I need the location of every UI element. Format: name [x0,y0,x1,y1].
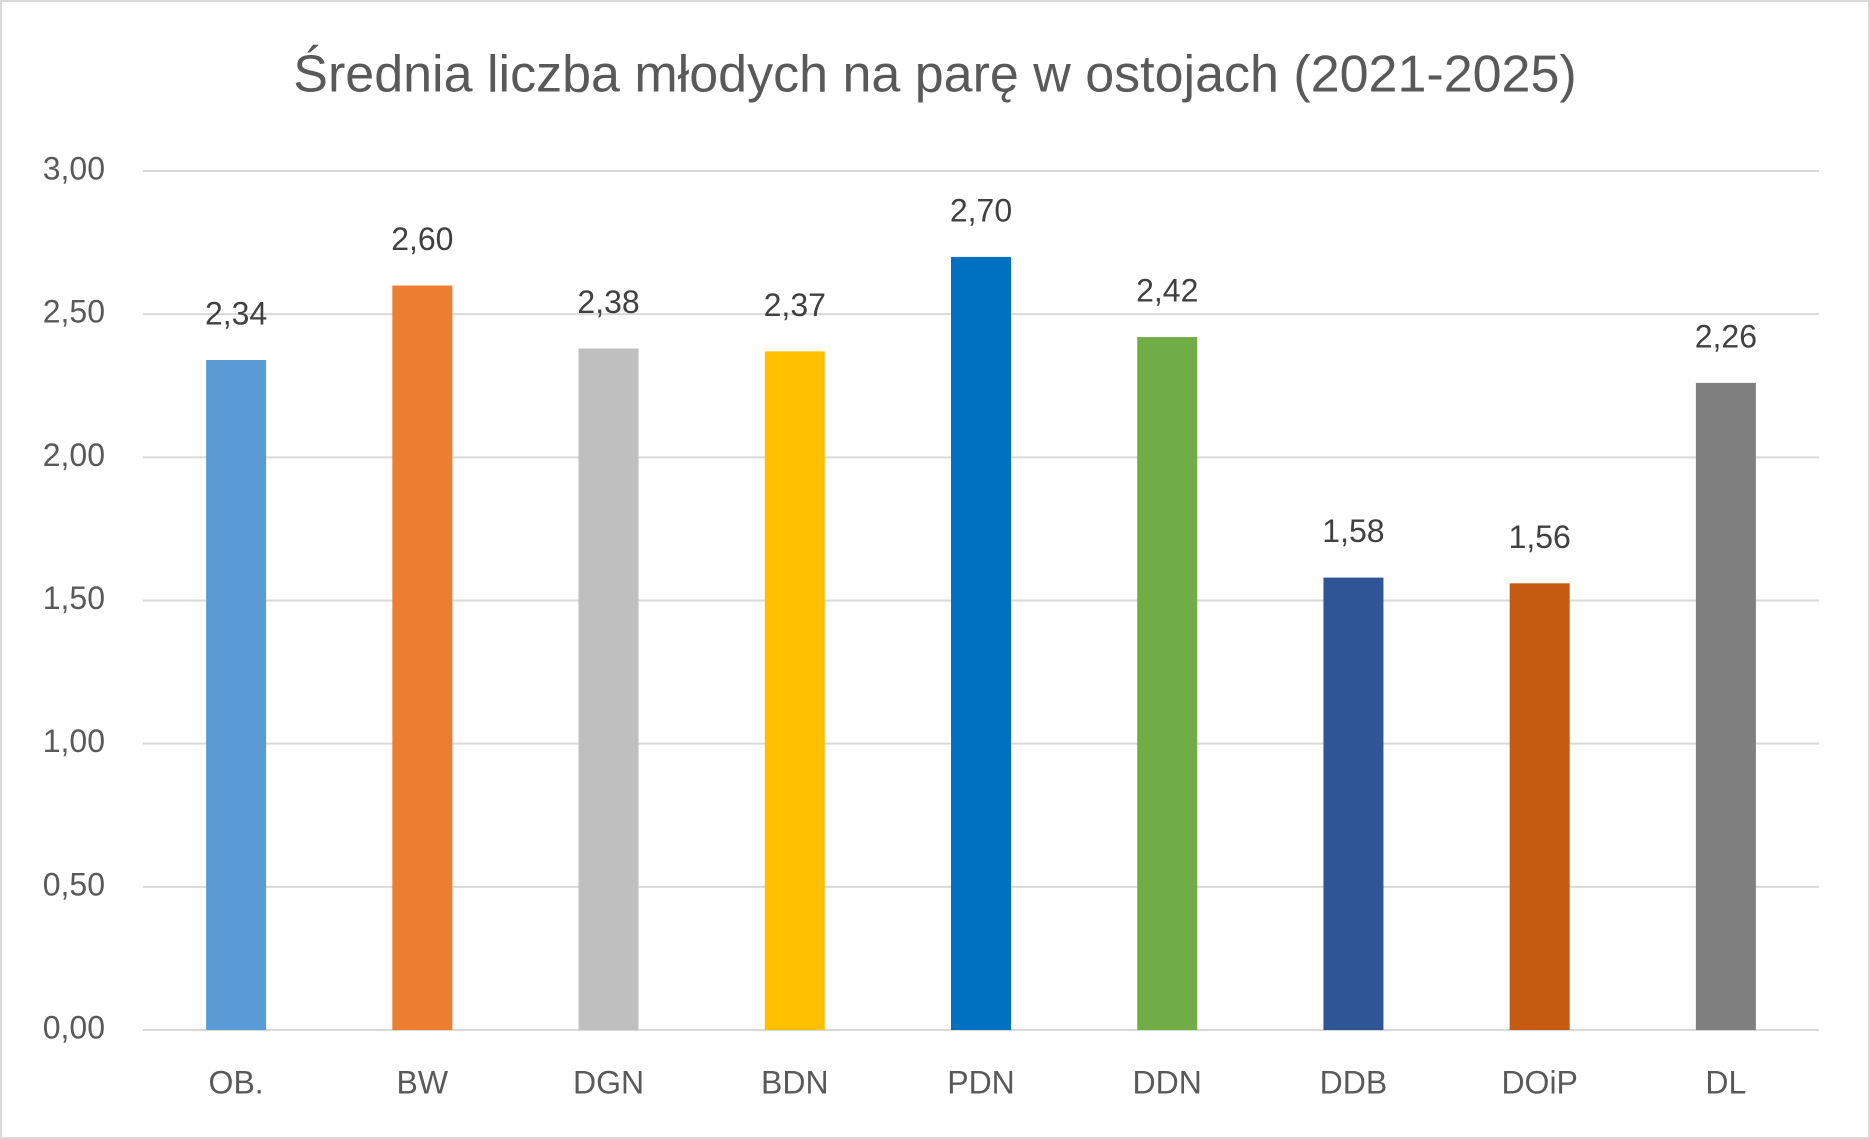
bar [951,256,1011,1030]
bar [578,348,639,1030]
x-tick-label: BDN [761,1064,829,1100]
value-label: 2,42 [1136,273,1198,309]
bar [764,351,825,1030]
y-tick-label: 1,50 [43,580,105,616]
x-tick-label: DGN [573,1064,644,1100]
y-tick-label: 1,00 [43,723,105,759]
value-label: 2,38 [577,284,639,320]
value-label: 2,60 [391,221,453,257]
x-tick-label: DDN [1133,1064,1202,1100]
chart-title: Średnia liczba młodych na parę w ostojac… [293,45,1576,104]
value-label: 1,58 [1322,513,1384,549]
bar [1695,382,1756,1030]
value-label: 2,70 [950,192,1012,228]
y-tick-label: 0,00 [43,1009,105,1045]
bar [1323,577,1384,1030]
value-label: 2,34 [205,295,267,331]
x-tick-label: BW [397,1064,449,1100]
bar [206,359,267,1031]
x-tick-label: DDB [1320,1064,1388,1100]
y-tick-label: 2,00 [43,437,105,473]
y-tick-label: 3,00 [43,150,105,186]
bar [1509,583,1570,1030]
value-label: 2,37 [764,287,826,323]
value-label: 1,56 [1509,519,1571,555]
x-tick-label: OB. [209,1064,264,1100]
value-label: 2,26 [1695,318,1757,354]
x-tick-label: PDN [947,1064,1015,1100]
y-tick-label: 0,50 [43,866,105,902]
y-tick-label: 2,50 [43,294,105,330]
x-tick-label: DL [1705,1064,1746,1100]
x-tick-label: DOiP [1501,1064,1577,1100]
bar [392,285,453,1030]
bar [1137,337,1198,1030]
